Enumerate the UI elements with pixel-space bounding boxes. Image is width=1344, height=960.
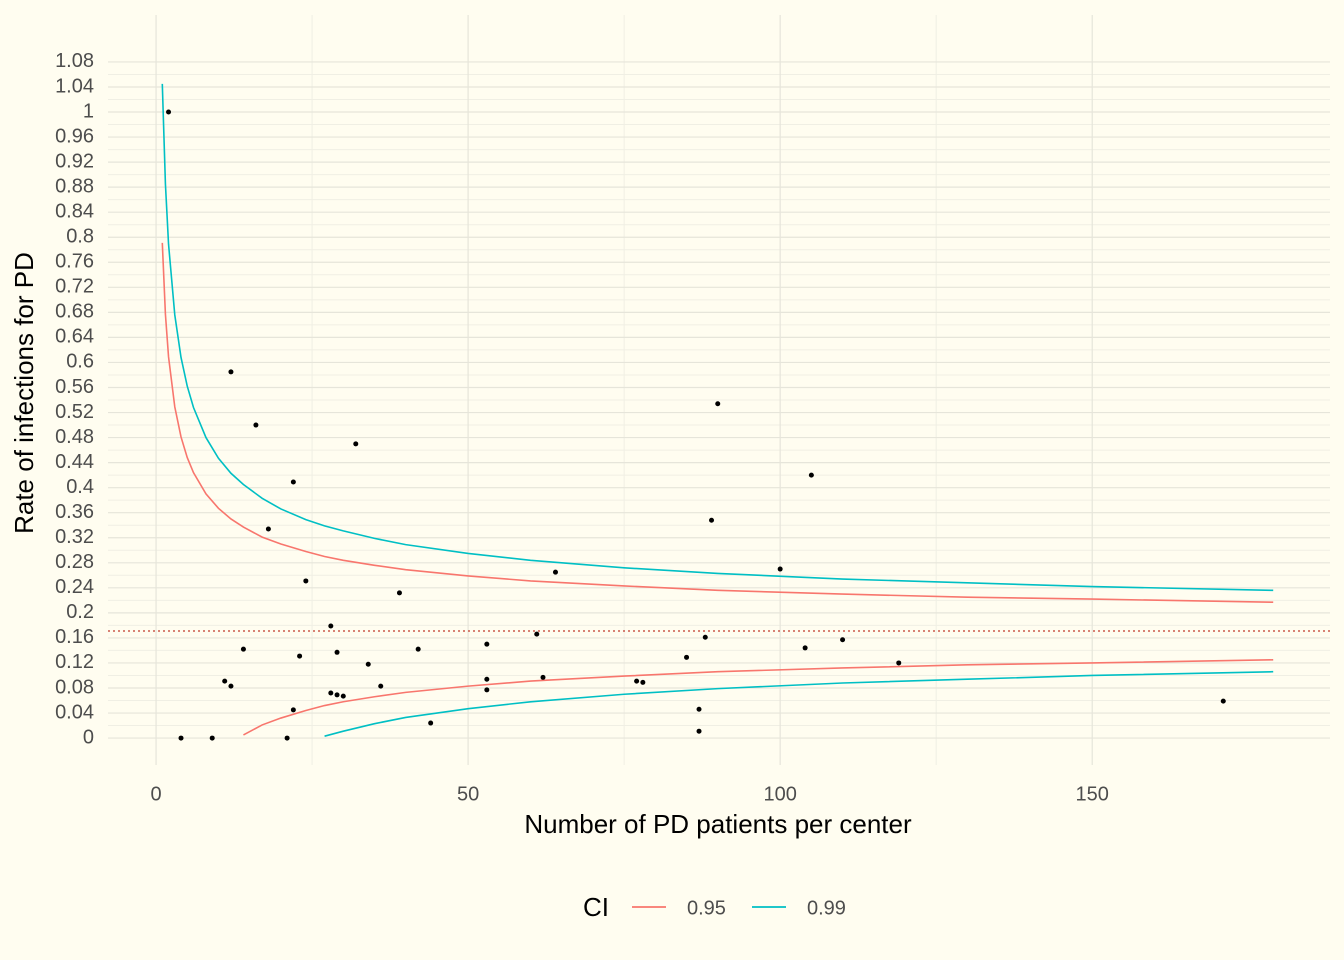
- ci-line: [161, 83, 1274, 592]
- y-tick-label: 0: [83, 726, 94, 748]
- data-point: [353, 441, 359, 447]
- legend-title: CI: [583, 892, 609, 922]
- y-tick-label: 0.64: [55, 326, 94, 348]
- y-axis-title: Rate of infections for PD: [9, 252, 39, 534]
- data-point: [166, 109, 172, 115]
- y-tick-label: 0.52: [55, 401, 94, 423]
- data-point: [222, 678, 228, 684]
- y-tick-label: 0.72: [55, 276, 94, 298]
- data-point: [253, 422, 259, 428]
- data-point: [684, 654, 690, 660]
- y-tick-label: 0.24: [55, 576, 94, 598]
- y-tick-label: 0.88: [55, 175, 94, 197]
- data-point: [265, 526, 271, 532]
- data-point: [1220, 698, 1226, 704]
- data-point: [896, 660, 902, 666]
- data-point: [552, 569, 558, 575]
- data-point: [365, 661, 371, 667]
- data-point: [340, 693, 346, 699]
- data-point: [303, 578, 309, 584]
- data-point: [240, 646, 246, 652]
- data-point: [840, 637, 846, 643]
- y-tick-label: 0.36: [55, 501, 94, 523]
- data-point: [290, 707, 296, 713]
- data-point: [328, 623, 334, 629]
- y-tick-label: 1.08: [55, 50, 94, 72]
- data-point: [484, 641, 490, 647]
- data-point: [696, 706, 702, 712]
- legend-label: 0.99: [807, 897, 846, 919]
- data-point: [228, 369, 234, 375]
- ci-line: [161, 242, 1274, 604]
- x-tick-label: 100: [763, 783, 796, 805]
- data-point: [484, 676, 490, 682]
- data-point: [640, 679, 646, 685]
- y-tick-label: 0.12: [55, 651, 94, 673]
- data-point: [328, 690, 334, 696]
- y-tick-label: 0.92: [55, 150, 94, 172]
- data-point: [178, 735, 184, 741]
- data-point: [709, 517, 715, 523]
- y-tick-label: 0.8: [66, 226, 94, 248]
- data-point: [534, 631, 540, 637]
- data-point: [634, 678, 640, 684]
- data-point: [428, 720, 434, 726]
- y-tick-label: 0.48: [55, 426, 94, 448]
- data-point: [228, 683, 234, 689]
- legend-label: 0.95: [687, 897, 726, 919]
- data-point: [290, 479, 296, 485]
- data-point: [808, 472, 814, 478]
- y-tick-label: 0.4: [66, 476, 94, 498]
- y-tick-label: 0.08: [55, 676, 94, 698]
- y-tick-label: 0.76: [55, 251, 94, 273]
- data-point: [540, 674, 546, 680]
- data-point: [209, 735, 215, 741]
- y-tick-label: 0.6: [66, 351, 94, 373]
- data-point: [396, 590, 402, 596]
- y-tick-label: 0.56: [55, 376, 94, 398]
- data-point: [297, 653, 303, 659]
- data-point: [334, 692, 340, 698]
- y-tick-label: 0.44: [55, 451, 94, 473]
- data-point: [484, 687, 490, 693]
- y-tick-label: 0.28: [55, 551, 94, 573]
- data-point: [715, 401, 721, 407]
- data-point: [777, 566, 783, 572]
- y-tick-label: 0.32: [55, 526, 94, 548]
- y-tick-label: 0.04: [55, 701, 94, 723]
- data-point: [378, 683, 384, 689]
- x-tick-label: 50: [457, 783, 479, 805]
- x-tick-label: 150: [1076, 783, 1109, 805]
- data-point: [802, 645, 808, 651]
- y-tick-label: 0.84: [55, 200, 94, 222]
- data-point: [284, 735, 290, 741]
- x-tick-label: 0: [150, 783, 161, 805]
- y-tick-label: 0.2: [66, 601, 94, 623]
- data-point: [702, 634, 708, 640]
- data-point: [696, 728, 702, 734]
- y-tick-label: 1: [83, 100, 94, 122]
- y-tick-label: 0.68: [55, 301, 94, 323]
- y-tick-label: 0.16: [55, 626, 94, 648]
- data-point: [415, 646, 421, 652]
- y-tick-label: 1.04: [55, 75, 94, 97]
- x-axis-title: Number of PD patients per center: [524, 809, 912, 839]
- y-tick-label: 0.96: [55, 125, 94, 147]
- ci-line: [324, 670, 1274, 737]
- ci-line: [243, 659, 1274, 736]
- data-point: [334, 649, 340, 655]
